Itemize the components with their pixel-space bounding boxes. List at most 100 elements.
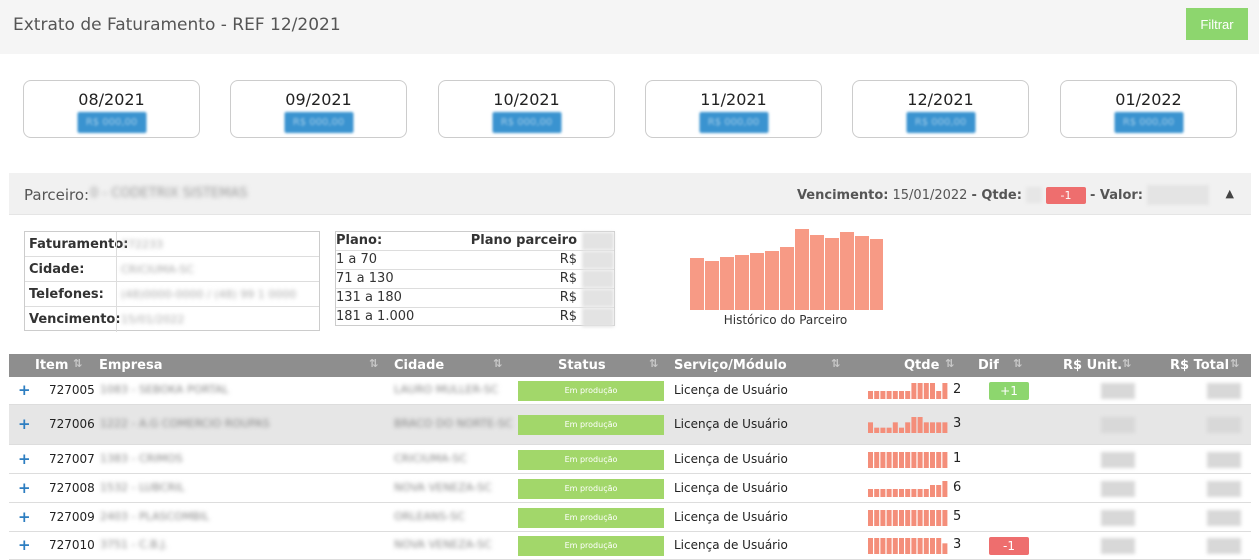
column-header[interactable]: Serviço/Módulo — [674, 358, 787, 373]
spark-bar — [886, 451, 892, 468]
chevron-up-icon[interactable]: ▲ — [1225, 187, 1234, 200]
info-divider — [116, 307, 117, 332]
empresa-cell: 3751 - C.B.J. — [100, 538, 168, 551]
history-label: Histórico do Parceiro — [723, 313, 848, 327]
spark-bar — [886, 509, 892, 526]
table-row[interactable]: +727005 1083 - SEBOKA PORTAL LAURO MULLER-… — [9, 377, 1251, 405]
spark-bar — [917, 383, 923, 399]
column-header[interactable]: R$ Total — [1170, 358, 1230, 373]
month-value: R$ 000,00 — [1114, 112, 1183, 133]
month-card[interactable]: 09/2021 R$ 000,00 — [230, 80, 407, 138]
month-label: 12/2021 — [907, 90, 974, 109]
info-row: Vencimento: 15/01/2022 — [25, 307, 319, 332]
spark-bar — [899, 427, 904, 433]
page-title: Extrato de Faturamento - REF 12/2021 — [13, 15, 341, 35]
expand-row-icon[interactable]: + — [18, 478, 31, 497]
sort-icon[interactable]: ⇅ — [493, 357, 503, 370]
spark-bar — [886, 488, 892, 497]
cidade-cell: NOVA VENEZA-SC — [394, 538, 492, 551]
info-value: 772233 — [121, 238, 163, 251]
partner-name: 0 - CODETRIX SISTEMAS — [90, 186, 248, 201]
empresa-cell: 1383 - CRIMOS — [100, 451, 183, 465]
valor-label: - Valor: — [1089, 187, 1143, 203]
empresa-cell: 1532 - LUBCRIL — [100, 480, 185, 494]
spark-bar — [905, 391, 911, 399]
spark-bar — [886, 538, 892, 554]
spark-bar — [917, 451, 923, 468]
sort-icon[interactable]: ⇅ — [1230, 357, 1240, 370]
cidade-cell: CRICIUMA-SC — [394, 451, 467, 465]
history-bar — [750, 253, 764, 310]
plan-header-row: Plano: Plano parceiro — [336, 232, 614, 251]
month-label: 11/2021 — [700, 90, 767, 109]
month-card[interactable]: 08/2021 R$ 000,00 — [23, 80, 200, 138]
vencimento-value: 15/01/2022 — [892, 187, 968, 203]
column-header[interactable]: Empresa — [99, 358, 163, 373]
spark-bar — [880, 451, 886, 468]
table-row[interactable]: +727010 3751 - C.B.J. NOVA VENEZA-SC Em pro… — [9, 532, 1251, 560]
expand-row-icon[interactable]: + — [18, 507, 31, 526]
sort-icon[interactable]: ⇅ — [1122, 357, 1132, 370]
expand-row-icon[interactable]: + — [18, 536, 31, 554]
spark-bar — [880, 391, 886, 399]
spark-bar — [868, 509, 873, 526]
column-header[interactable]: Item — [35, 358, 69, 373]
info-key: Faturamento: — [29, 237, 129, 252]
month-card[interactable]: 11/2021 R$ 000,00 — [645, 80, 822, 138]
status-badge: Em produção — [518, 507, 664, 528]
item-id: 727008 — [49, 480, 95, 495]
spark-bar — [917, 538, 923, 554]
column-header[interactable]: Qtde — [904, 358, 940, 373]
plan-price-value — [582, 308, 614, 327]
month-card[interactable]: 10/2021 R$ 000,00 — [438, 80, 615, 138]
table-row[interactable]: +727007 1383 - CRIMOS CRICIUMA-SC Em produç… — [9, 445, 1251, 474]
expand-row-icon[interactable]: + — [18, 449, 31, 468]
service-cell: Licença de Usuário — [674, 383, 788, 397]
month-card[interactable]: 01/2022 R$ 000,00 — [1060, 80, 1237, 138]
partner-label: Parceiro: — [24, 186, 90, 204]
qtde-label: - Qtde: — [971, 187, 1022, 203]
service-cell: Licença de Usuário — [674, 538, 788, 552]
spark-bar — [911, 538, 917, 554]
table-row[interactable]: +727008 1532 - LUBCRIL NOVA VENEZA-SC Em pr… — [9, 474, 1251, 503]
qtde-value: 1 — [953, 450, 962, 466]
spark-bar — [936, 538, 942, 554]
column-header[interactable]: R$ Unit. — [1063, 358, 1123, 373]
empresa-cell: 1222 - A.G COMERCIO ROUPAS — [100, 417, 270, 430]
sort-icon[interactable]: ⇅ — [945, 357, 955, 370]
spark-bar — [886, 391, 892, 399]
sort-icon[interactable]: ⇅ — [831, 357, 841, 370]
month-value: R$ 000,00 — [284, 112, 353, 133]
spark-bar — [911, 417, 917, 433]
sort-icon[interactable]: ⇅ — [1013, 357, 1023, 370]
plan-blur — [582, 232, 614, 250]
filter-button[interactable]: Filtrar — [1186, 8, 1248, 40]
plan-header-left: Plano: — [336, 233, 383, 248]
sort-icon[interactable]: ⇅ — [369, 357, 379, 370]
expand-row-icon[interactable]: + — [18, 381, 31, 399]
partner-panel[interactable]: Parceiro: 0 - CODETRIX SISTEMAS Vencimen… — [9, 173, 1251, 215]
month-label: 09/2021 — [285, 90, 352, 109]
spark-bar — [936, 451, 942, 468]
column-header[interactable]: Status — [558, 358, 606, 373]
qtde-sparkline — [868, 451, 948, 468]
spark-bar — [923, 451, 929, 468]
unit-price — [1101, 417, 1135, 433]
dif-badge: +1 — [989, 382, 1029, 400]
sort-icon[interactable]: ⇅ — [649, 357, 659, 370]
column-header[interactable]: Dif — [978, 358, 999, 373]
table-row[interactable]: +727006 1222 - A.G COMERCIO ROUPAS BRACO D… — [9, 405, 1251, 445]
spark-bar — [911, 488, 917, 497]
qtde-value: 6 — [953, 479, 962, 495]
spark-bar — [942, 543, 948, 554]
table-row[interactable]: +727009 2403 - PLASCOMBIL ORLEANS-SC Em pro… — [9, 503, 1251, 532]
history-bar — [780, 247, 794, 310]
expand-row-icon[interactable]: + — [18, 415, 31, 433]
info-divider — [116, 282, 117, 306]
spark-bar — [905, 488, 911, 497]
column-header[interactable]: Cidade — [394, 358, 445, 373]
unit-price — [1101, 509, 1135, 526]
month-label: 10/2021 — [493, 90, 560, 109]
sort-icon[interactable]: ⇅ — [73, 357, 83, 370]
month-card[interactable]: 12/2021 R$ 000,00 — [852, 80, 1029, 138]
